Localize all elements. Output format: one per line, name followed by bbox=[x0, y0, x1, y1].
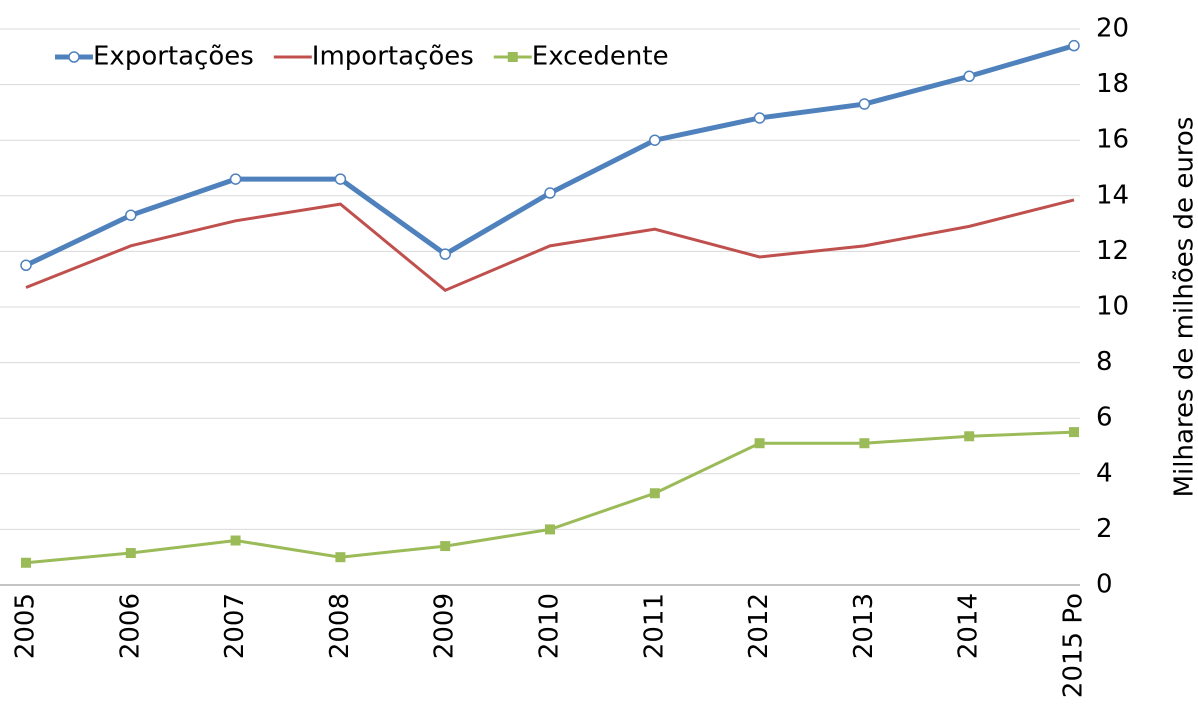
y-tick-label: 0 bbox=[1096, 570, 1113, 600]
y-tick-label: 2 bbox=[1096, 514, 1113, 544]
y-tick-label: 14 bbox=[1096, 180, 1129, 210]
y-tick-label: 4 bbox=[1096, 458, 1113, 488]
y-tick-label: 8 bbox=[1096, 347, 1113, 377]
point bbox=[545, 524, 555, 535]
point bbox=[125, 209, 137, 222]
point bbox=[754, 438, 765, 449]
point bbox=[230, 535, 241, 546]
x-tick-label: 2010 bbox=[535, 593, 565, 659]
y-tick-label: 20 bbox=[1096, 14, 1129, 44]
point bbox=[335, 552, 346, 563]
x-tick-label: 2007 bbox=[220, 593, 250, 659]
point bbox=[125, 548, 136, 559]
y-tick-label: 16 bbox=[1096, 125, 1129, 155]
x-tick-label: 2012 bbox=[744, 593, 774, 659]
x-tick-label: 2009 bbox=[430, 593, 460, 659]
point bbox=[334, 173, 347, 185]
point bbox=[544, 187, 556, 199]
x-tick-label: 2014 bbox=[954, 593, 984, 659]
point bbox=[1069, 427, 1079, 438]
legend-label: Exportações bbox=[93, 42, 254, 72]
x-tick-label: 2015 Po bbox=[1059, 593, 1089, 698]
x-tick-label: 2013 bbox=[849, 593, 879, 659]
point bbox=[229, 173, 242, 185]
x-tick-label: 2008 bbox=[325, 593, 355, 659]
legend-marker bbox=[68, 51, 80, 63]
point bbox=[649, 488, 660, 499]
y-axis-label: Milhares de milhões de euros bbox=[1170, 117, 1198, 498]
y-tick-label: 10 bbox=[1096, 292, 1129, 322]
point bbox=[21, 557, 31, 568]
point bbox=[963, 70, 975, 83]
y-tick-label: 6 bbox=[1096, 403, 1113, 433]
x-tick-label: 2005 bbox=[11, 593, 41, 659]
point bbox=[439, 248, 451, 260]
point bbox=[859, 438, 870, 449]
point bbox=[858, 98, 871, 110]
series-line bbox=[25, 198, 1075, 293]
legend-label: Excedente bbox=[532, 42, 669, 72]
legend-marker bbox=[507, 52, 518, 62]
point bbox=[964, 431, 975, 442]
point bbox=[753, 112, 766, 124]
y-tick-label: 12 bbox=[1096, 236, 1129, 266]
x-tick-label: 2006 bbox=[115, 593, 145, 659]
point bbox=[649, 134, 661, 146]
x-tick-label: 2011 bbox=[639, 593, 669, 659]
point bbox=[1068, 39, 1080, 52]
y-tick-label: 18 bbox=[1096, 69, 1129, 99]
legend-label: Importações bbox=[312, 42, 474, 72]
series-line bbox=[25, 430, 1075, 565]
point bbox=[20, 259, 32, 272]
point bbox=[440, 541, 451, 552]
